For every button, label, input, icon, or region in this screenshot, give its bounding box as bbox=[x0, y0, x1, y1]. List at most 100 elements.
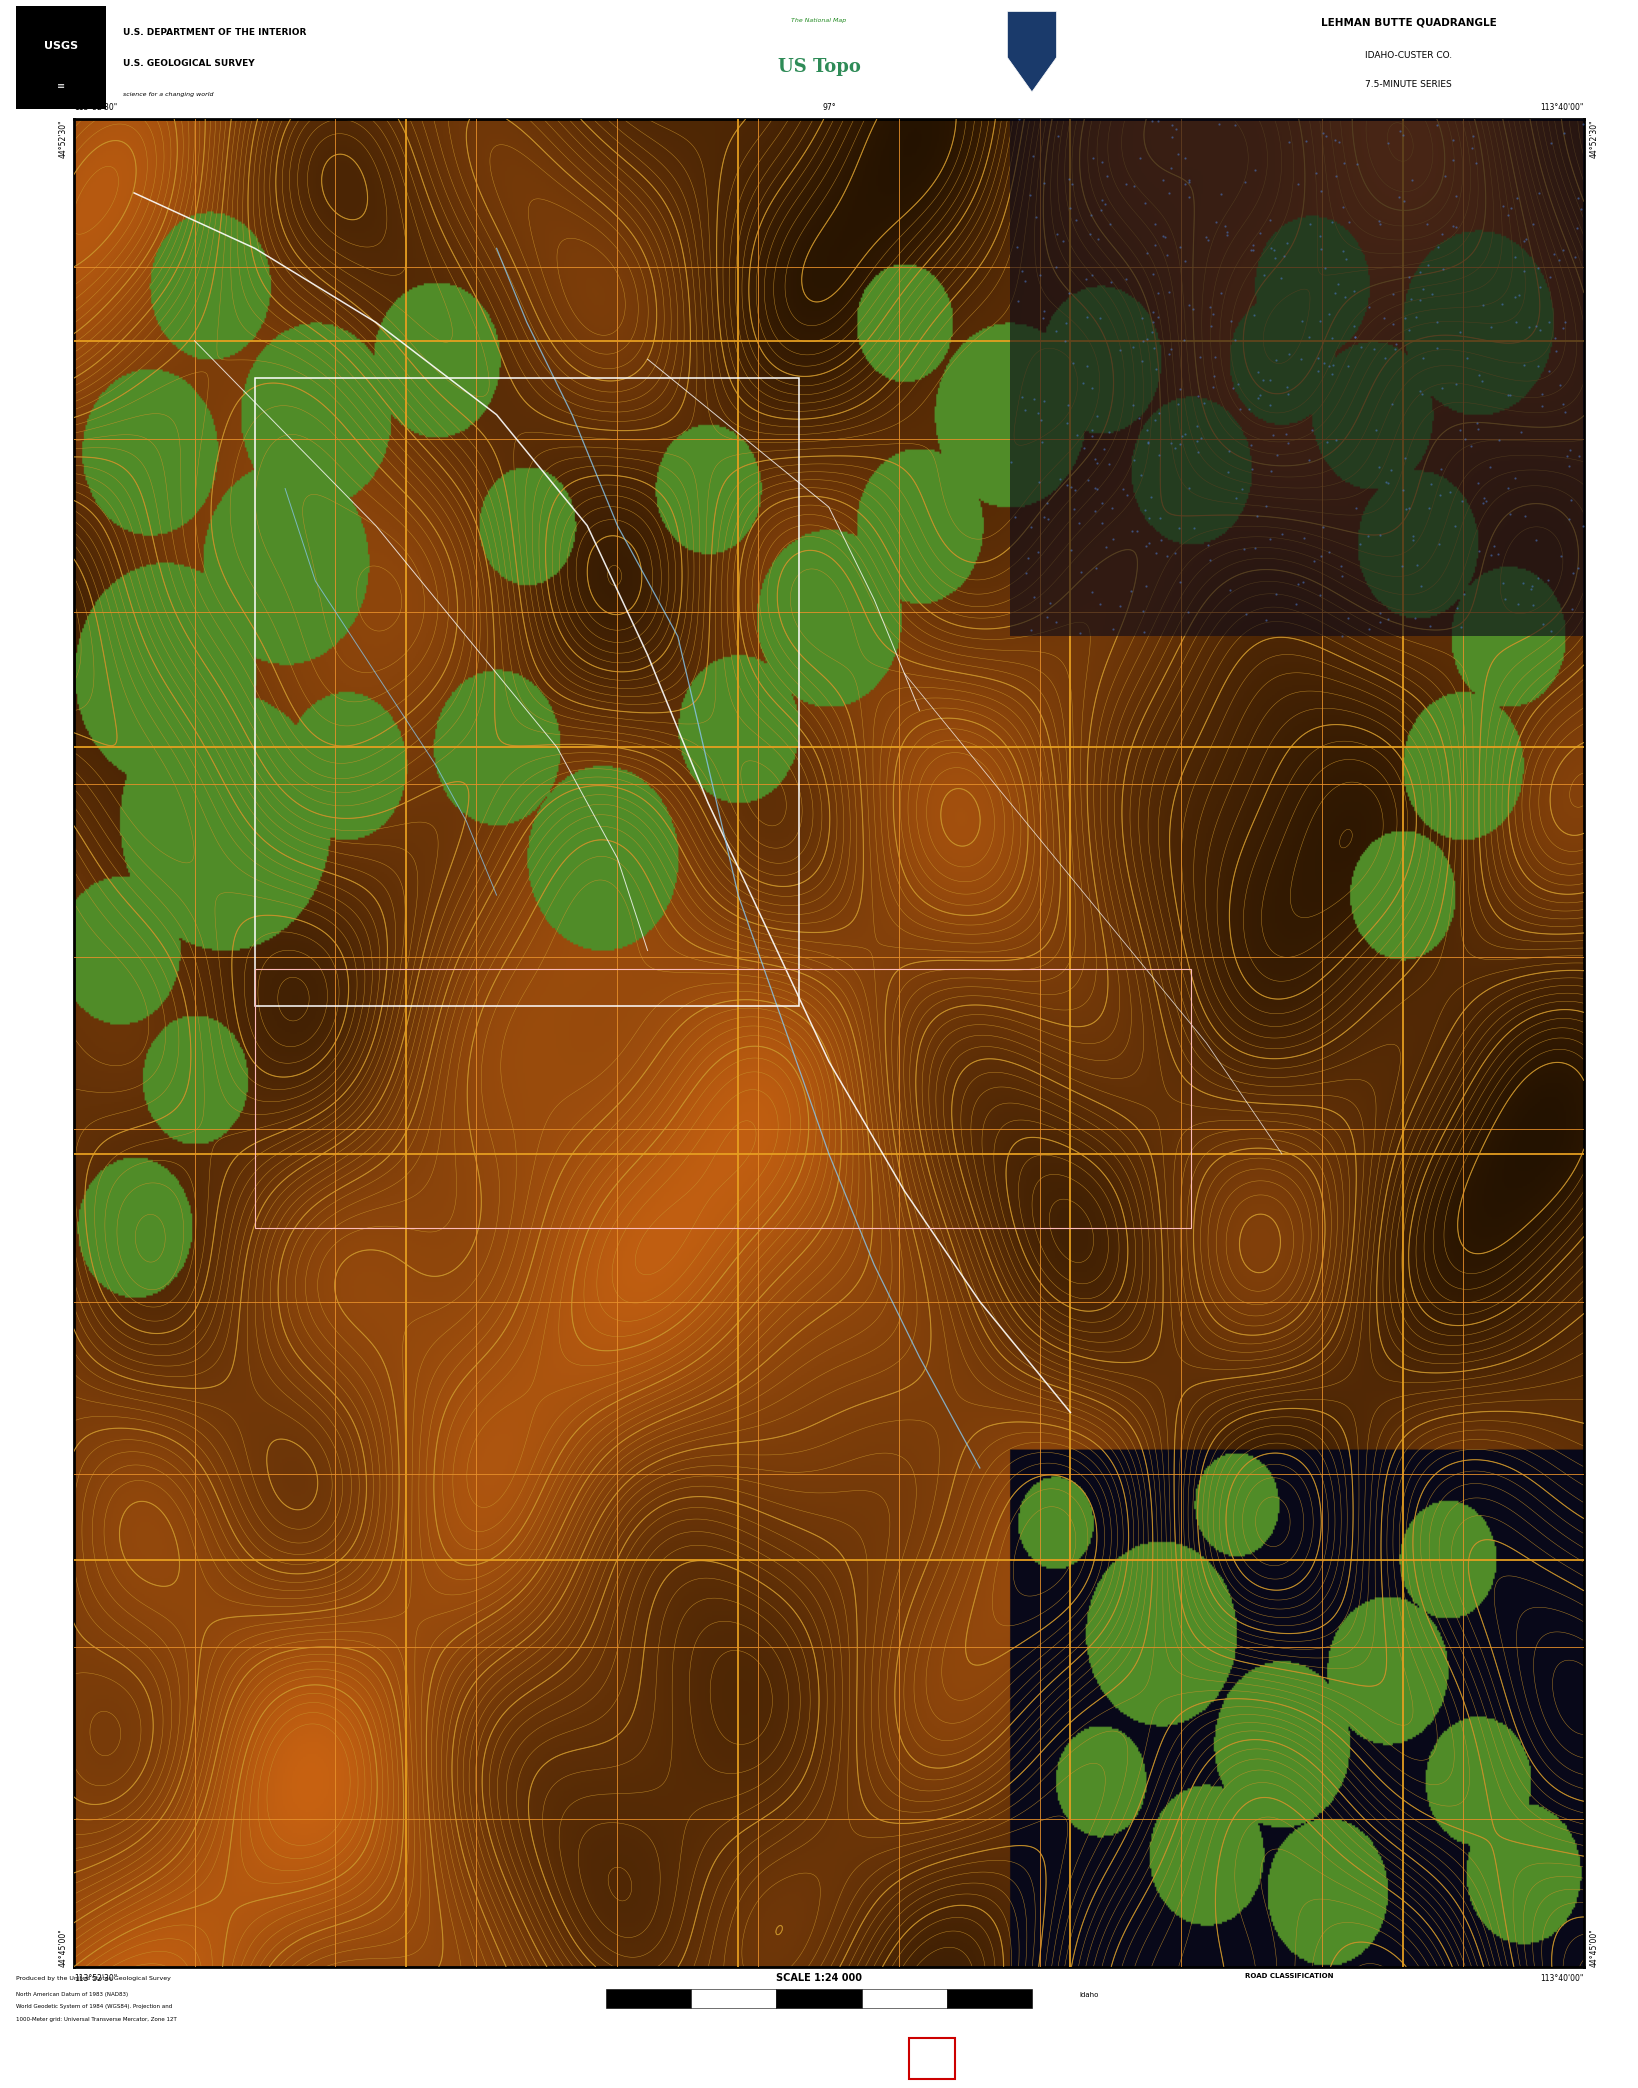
Point bbox=[1256, 522, 1283, 555]
Point bbox=[1302, 157, 1328, 190]
Point bbox=[1084, 447, 1111, 480]
Point bbox=[1525, 562, 1551, 595]
Point bbox=[1163, 113, 1189, 146]
Point bbox=[1099, 612, 1125, 645]
Point bbox=[1276, 426, 1302, 459]
Point bbox=[1238, 428, 1265, 461]
Point bbox=[1093, 530, 1119, 564]
Point bbox=[1060, 347, 1086, 380]
Point bbox=[1274, 370, 1301, 403]
Bar bbox=[862, 1988, 947, 2009]
Point bbox=[1558, 482, 1584, 516]
Point bbox=[1399, 282, 1425, 315]
Point bbox=[1392, 303, 1419, 336]
Point bbox=[1194, 223, 1220, 257]
Point bbox=[1287, 342, 1314, 376]
Point bbox=[1027, 403, 1053, 436]
Point bbox=[1242, 155, 1268, 188]
Point bbox=[1184, 436, 1210, 470]
Point bbox=[1020, 382, 1047, 416]
Point bbox=[1319, 322, 1345, 355]
Point bbox=[1455, 340, 1481, 374]
Point bbox=[1161, 432, 1188, 466]
Point bbox=[1391, 184, 1417, 217]
Point bbox=[1373, 466, 1399, 499]
Point bbox=[1419, 468, 1445, 501]
Point bbox=[1518, 570, 1545, 603]
Point bbox=[1145, 301, 1171, 334]
Point bbox=[1214, 215, 1240, 248]
Point bbox=[1379, 453, 1405, 487]
Point bbox=[1253, 491, 1279, 524]
Text: North American Datum of 1983 (NAD83): North American Datum of 1983 (NAD83) bbox=[16, 1992, 128, 1996]
Point bbox=[1142, 207, 1168, 240]
Point bbox=[1194, 219, 1220, 253]
Point bbox=[1495, 378, 1522, 411]
Point bbox=[1132, 493, 1158, 526]
Point bbox=[1541, 322, 1568, 355]
Point bbox=[1247, 378, 1273, 411]
Point bbox=[1158, 426, 1184, 459]
Point bbox=[1291, 566, 1317, 599]
Point bbox=[1188, 422, 1214, 455]
Point bbox=[1009, 380, 1035, 413]
Point bbox=[1305, 355, 1332, 388]
Point bbox=[1459, 119, 1486, 152]
Point bbox=[1199, 309, 1225, 342]
Text: U.S. DEPARTMENT OF THE INTERIOR: U.S. DEPARTMENT OF THE INTERIOR bbox=[123, 27, 306, 38]
Point bbox=[1399, 163, 1425, 196]
Point bbox=[1527, 177, 1553, 211]
Point bbox=[1047, 461, 1073, 495]
Point bbox=[1373, 340, 1399, 374]
Point bbox=[1142, 332, 1168, 365]
Point bbox=[1564, 551, 1590, 585]
Point bbox=[1207, 177, 1233, 211]
Point bbox=[1366, 597, 1392, 631]
Point bbox=[1017, 177, 1043, 211]
Point bbox=[1183, 424, 1209, 457]
Point bbox=[1292, 123, 1319, 157]
Point bbox=[1315, 535, 1342, 568]
Point bbox=[1079, 413, 1106, 447]
Point bbox=[1536, 305, 1563, 338]
Point bbox=[1145, 276, 1171, 309]
Bar bbox=[691, 1988, 776, 2009]
Point bbox=[1206, 109, 1232, 142]
Point bbox=[1088, 194, 1114, 228]
Point bbox=[1089, 487, 1115, 520]
Point bbox=[1120, 330, 1147, 363]
Point bbox=[1197, 543, 1224, 576]
Point bbox=[1079, 420, 1106, 453]
Point bbox=[1322, 123, 1348, 157]
Point bbox=[1324, 159, 1350, 192]
Point bbox=[1101, 522, 1127, 555]
Point bbox=[1489, 286, 1515, 319]
Text: 7.5-MINUTE SERIES: 7.5-MINUTE SERIES bbox=[1366, 81, 1451, 90]
Point bbox=[1083, 472, 1109, 505]
Point bbox=[1012, 263, 1038, 296]
Point bbox=[1166, 372, 1192, 405]
Point bbox=[1289, 305, 1315, 338]
Point bbox=[1009, 255, 1035, 288]
Bar bbox=[1011, 119, 1584, 637]
Point bbox=[1523, 524, 1550, 557]
Point bbox=[1427, 478, 1453, 512]
Point bbox=[1491, 190, 1517, 223]
Point bbox=[1502, 240, 1528, 274]
Point bbox=[1052, 326, 1078, 359]
Point bbox=[1166, 230, 1192, 263]
Text: Idaho: Idaho bbox=[1079, 1992, 1099, 1998]
Point bbox=[1222, 109, 1248, 142]
Point bbox=[1342, 309, 1368, 342]
Point bbox=[1428, 217, 1455, 251]
Point bbox=[1194, 528, 1220, 562]
Point bbox=[1138, 104, 1165, 138]
Point bbox=[1147, 438, 1173, 472]
Point bbox=[1263, 438, 1289, 472]
Point bbox=[1215, 434, 1242, 468]
Point bbox=[1543, 334, 1569, 367]
Point bbox=[1075, 301, 1101, 334]
Point bbox=[1310, 117, 1337, 150]
Point bbox=[1291, 520, 1317, 553]
Text: The National Map: The National Map bbox=[791, 19, 847, 23]
